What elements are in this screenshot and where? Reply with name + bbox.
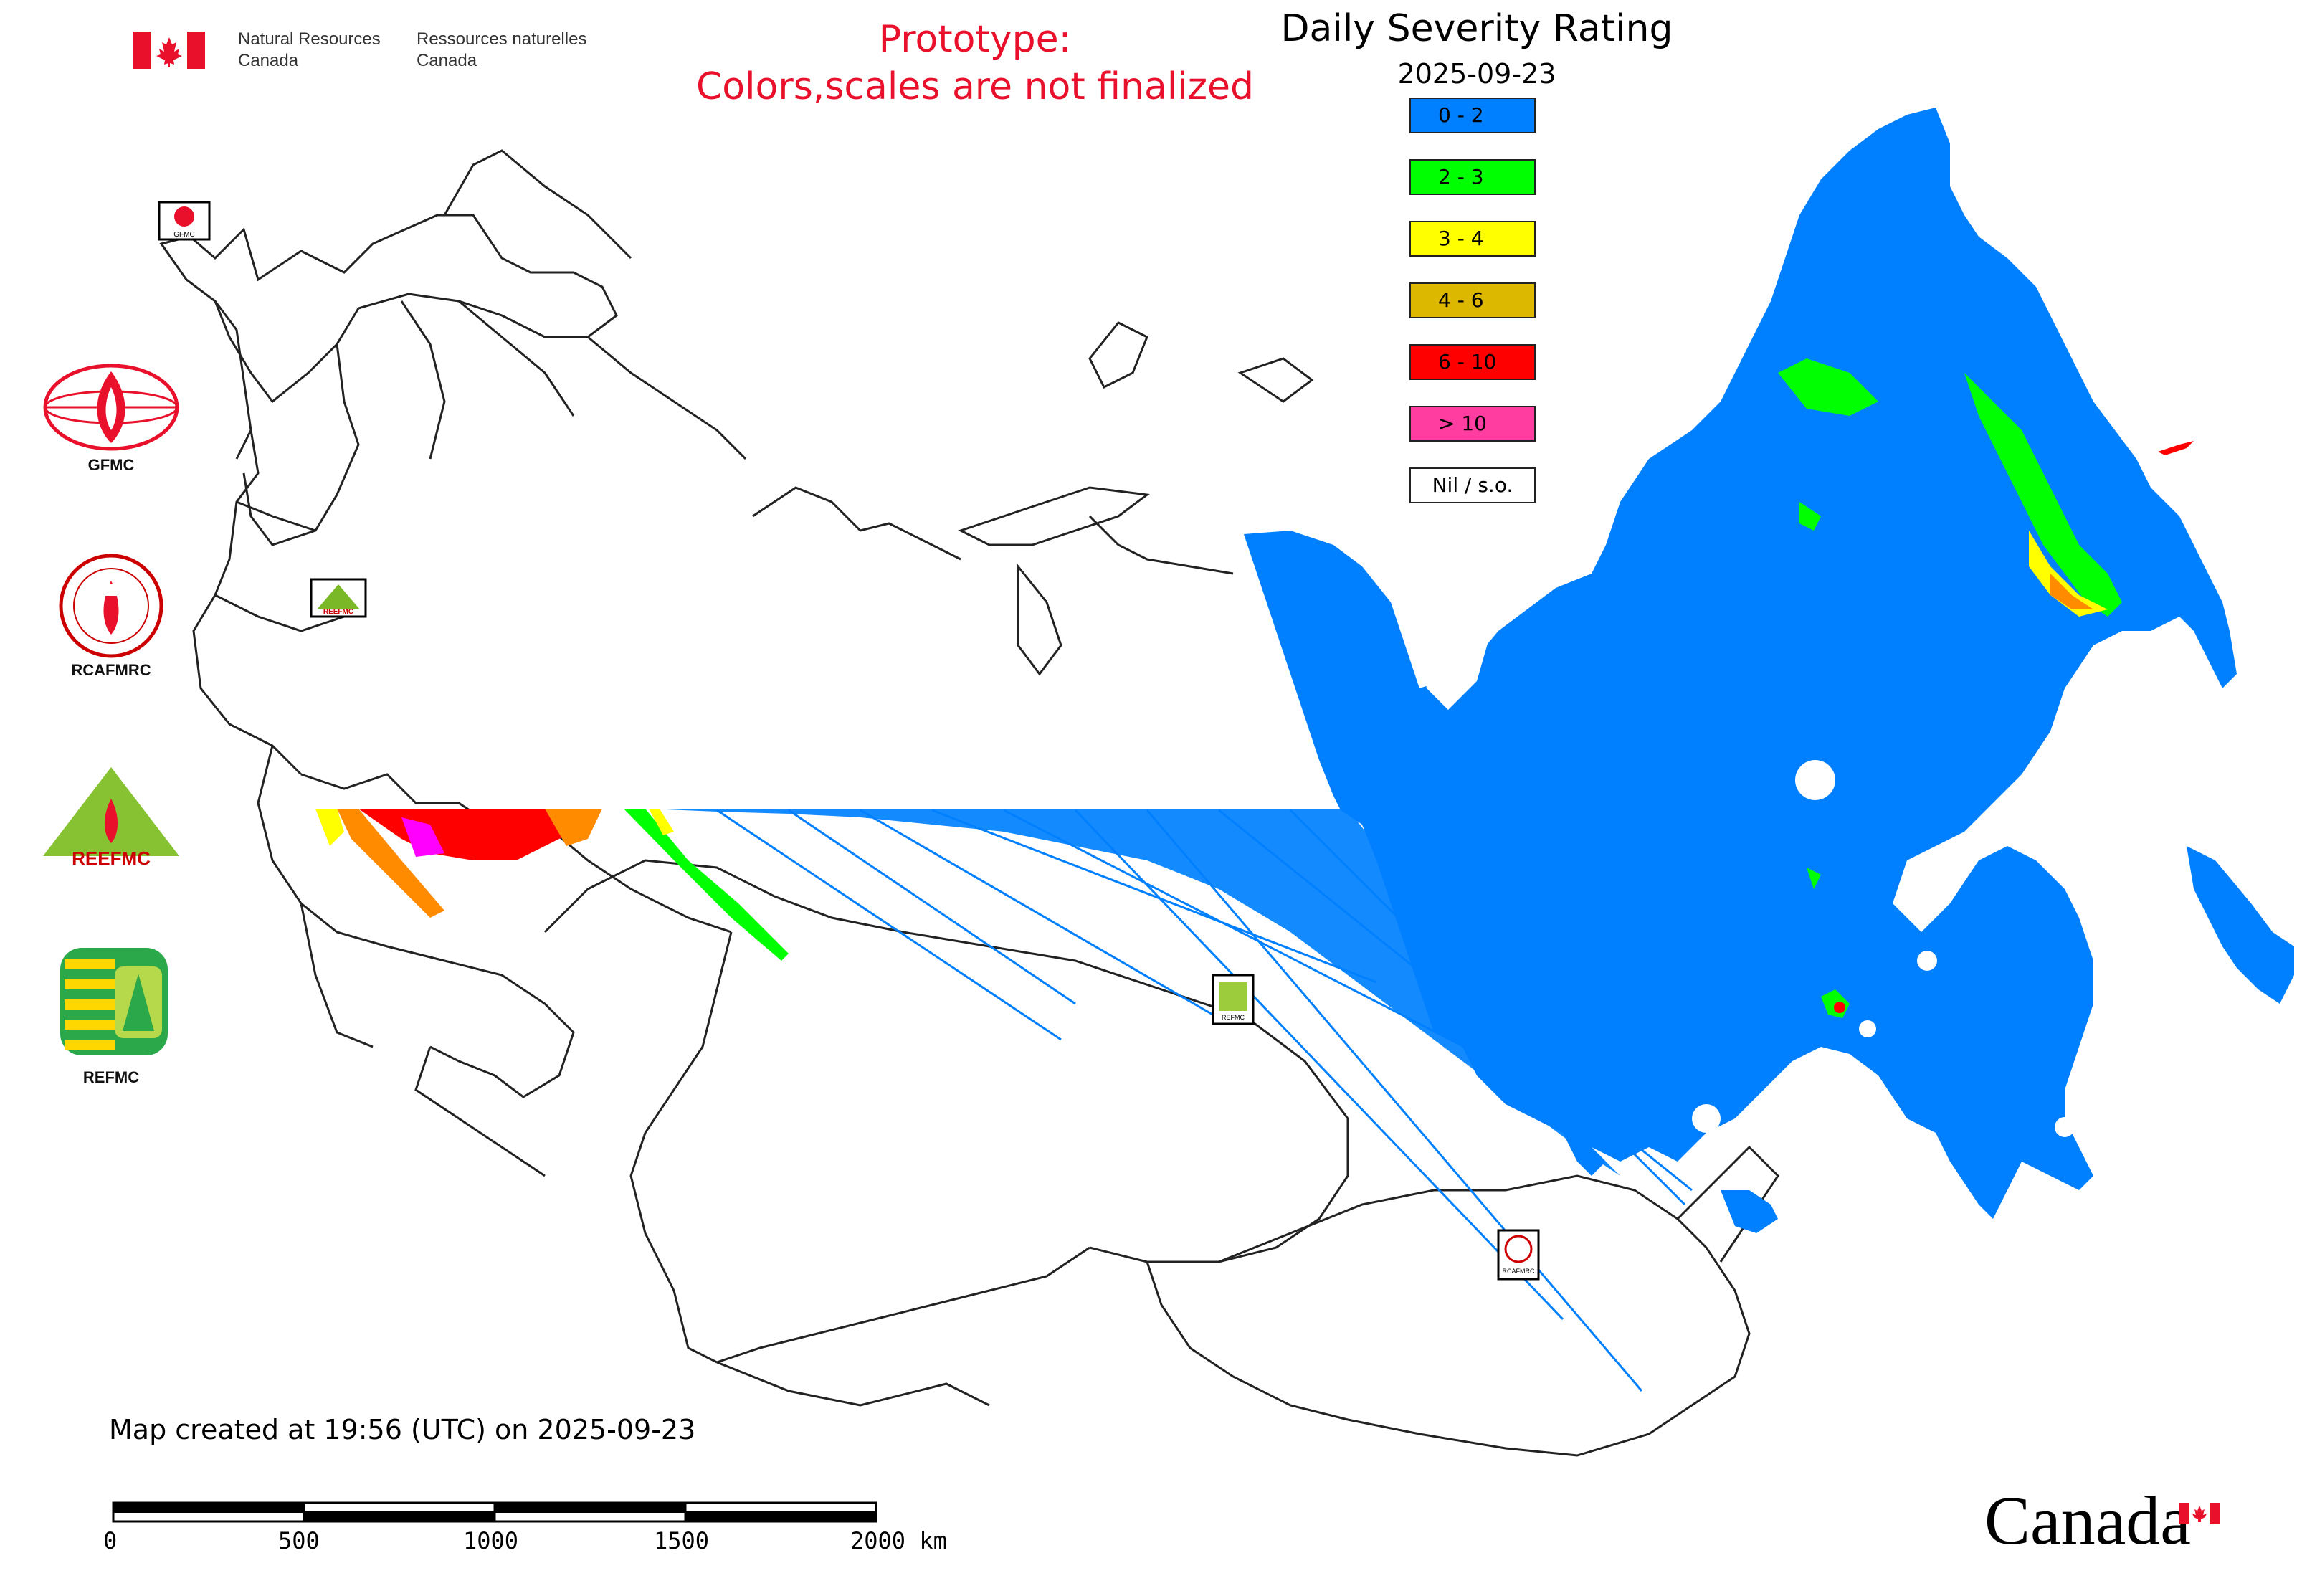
reefmc-triangle-icon: REEFMC: [43, 767, 179, 869]
scale-bar: [112, 1501, 877, 1523]
gfmc-mini-logo-icon: [174, 206, 194, 227]
inset-reefmc: [310, 578, 367, 618]
legend-item-nil: Nil / s.o.: [1409, 467, 1536, 503]
gov-name-fr: Ressources naturelles Canada: [417, 29, 587, 70]
inset-rcafmrc-label: RCAFMRC: [1503, 1268, 1535, 1275]
gov-name-en: Natural Resources Canada: [238, 29, 381, 70]
rcafmrc-mini-logo-icon: [1504, 1235, 1533, 1263]
reefmc-mini-logo-icon: [317, 584, 360, 609]
prototype-line-1: Prototype:: [878, 18, 1072, 61]
canada-flag-icon: [133, 32, 205, 69]
canada-wordmark-text: Canada: [1984, 1482, 2191, 1559]
rcafmrc-seal-icon: [59, 554, 163, 658]
legend-item-4-6: 4 - 6: [1409, 282, 1536, 318]
legend-item-3-4: 3 - 4: [1409, 221, 1536, 257]
inset-gfmc-label: GFMC: [173, 231, 194, 239]
maple-leaf-icon: [156, 37, 182, 67]
dsr-swath-band: [315, 809, 1693, 1392]
prototype-notice: Prototype: Colors,scales are not finaliz…: [588, 16, 1362, 110]
scale-label-500: 500: [278, 1527, 320, 1554]
refmc-emblem-icon: [60, 948, 168, 1055]
rcafmrc-logo-label: RCAFMRC: [71, 661, 151, 679]
legend-item-6-10: 6 - 10: [1409, 344, 1536, 380]
canada-wordmark: Canada: [1984, 1481, 2191, 1560]
reefmc-logo: REEFMC: [36, 763, 186, 885]
gfmc-globe-icon: [43, 364, 179, 451]
reefmc-wordmark: REEFMC: [72, 847, 151, 869]
inset-markers: GFMC REEFMC REFMC RCAFMRC: [158, 201, 1540, 1281]
legend-item-gt-10: > 10: [1409, 406, 1536, 442]
refmc-logo: REFMC: [36, 945, 186, 1096]
wordmark-flag-icon: [2179, 1503, 2220, 1524]
scale-label-1500: 1500: [654, 1527, 710, 1554]
gov-canada-signature: Natural Resources Canada Ressources natur…: [133, 29, 635, 79]
gfmc-logo-label: GFMC: [87, 456, 135, 474]
dsr-region-east: [1244, 108, 2294, 1233]
scale-label-0: 0: [103, 1527, 118, 1554]
swath-streaks: [716, 809, 1693, 1392]
inset-reefmc-label: REEFMC: [323, 608, 353, 616]
map-date: 2025-09-23: [1397, 58, 1556, 90]
rcafmrc-logo: RCAFMRC: [36, 552, 186, 688]
scale-label-2000: 2000 km: [850, 1527, 947, 1554]
map-title: Daily Severity Rating: [1280, 7, 1673, 50]
refmc-mini-logo-icon: [1219, 982, 1247, 1011]
legend-item-0-2: 0 - 2: [1409, 98, 1536, 133]
gfmc-logo: GFMC: [36, 358, 186, 480]
map-created-note: Map created at 19:56 (UTC) on 2025-09-23: [109, 1414, 696, 1445]
refmc-logo-label: REFMC: [82, 1068, 140, 1086]
inset-refmc-label: REFMC: [1222, 1014, 1245, 1021]
scale-label-1000: 1000: [463, 1527, 519, 1554]
legend-item-2-3: 2 - 3: [1409, 159, 1536, 195]
prototype-line-2: Colors,scales are not finalized: [695, 65, 1255, 108]
